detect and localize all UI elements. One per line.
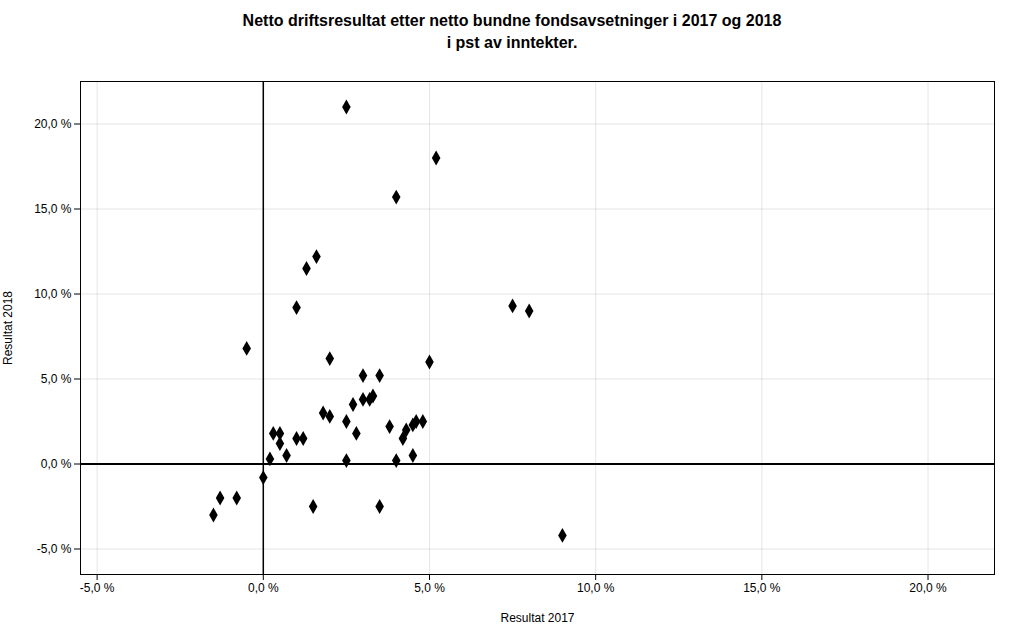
svg-text:15,0 %: 15,0 % — [34, 202, 72, 216]
svg-text:10,0 %: 10,0 % — [34, 287, 72, 301]
svg-text:10,0 %: 10,0 % — [577, 581, 615, 595]
html-text:Netto driftsresultat etter net: Netto driftsresultat etter netto bundne … — [242, 12, 782, 52]
svg-text:Resultat 2017: Resultat 2017 — [500, 610, 574, 624]
svg-text:-5,0 %: -5,0 % — [37, 542, 72, 556]
svg-text:Resultat 2018: Resultat 2018 — [1, 290, 15, 364]
svg-text:-5,0 %: -5,0 % — [80, 581, 115, 595]
svg-text:20,0 %: 20,0 % — [909, 581, 947, 595]
svg-text:15,0 %: 15,0 % — [743, 581, 781, 595]
svg-text:0,0 %: 0,0 % — [248, 581, 279, 595]
svg-text:5,0 %: 5,0 % — [414, 581, 445, 595]
svg-text:20,0 %: 20,0 % — [34, 117, 72, 131]
svg-text:5,0 %: 5,0 % — [41, 372, 72, 386]
svg-text:0,0 %: 0,0 % — [41, 457, 72, 471]
